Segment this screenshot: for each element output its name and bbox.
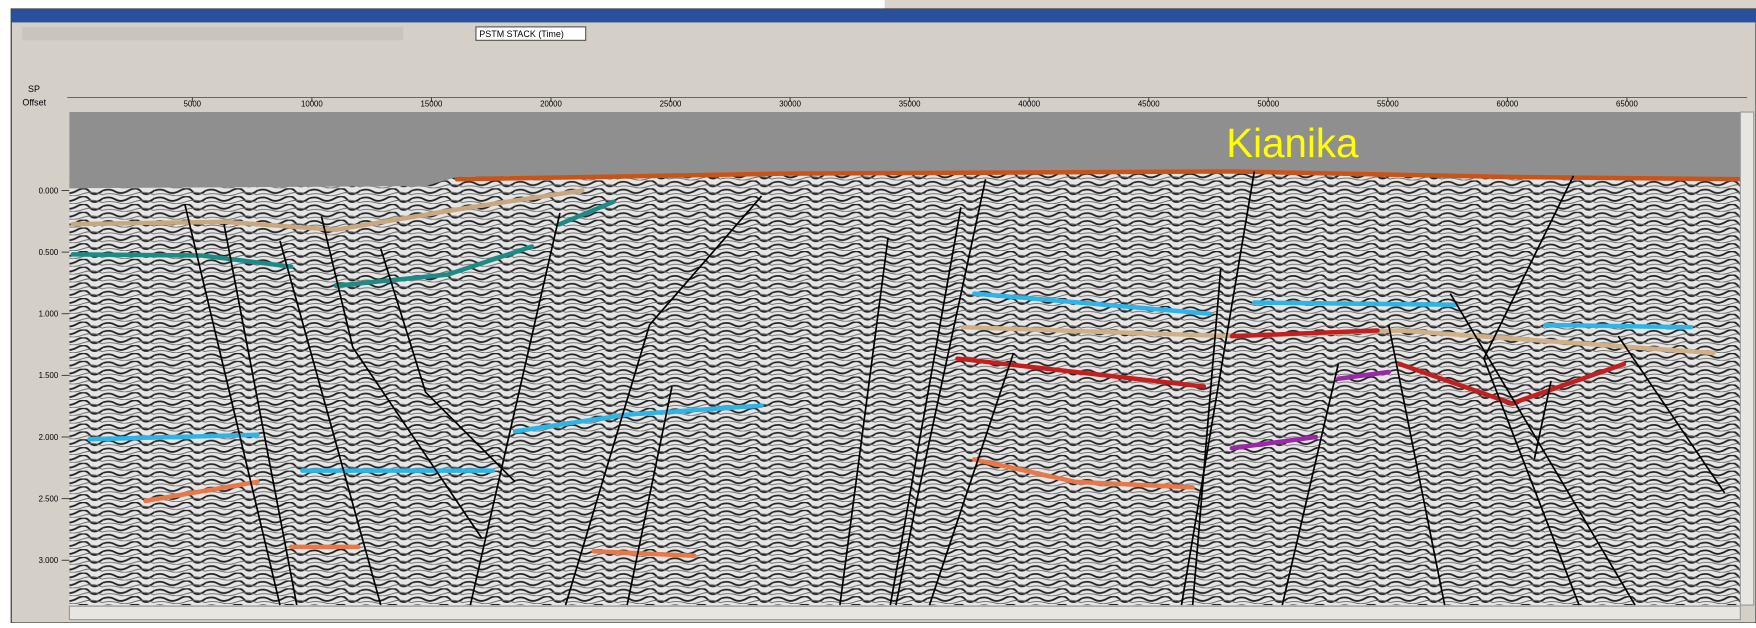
offset-tick-label: 60000 — [1496, 99, 1518, 108]
offset-tick-label: 15000 — [421, 99, 443, 108]
offset-axis: 5000 10000 15000 20000 25000 30000 35000 40000 4… — [184, 97, 1638, 108]
offset-tick-label: 45000 — [1138, 99, 1160, 108]
offset-tick-label: 35000 — [899, 99, 921, 108]
offset-tick-label: 40000 — [1018, 99, 1040, 108]
offset-tick-label: 30000 — [779, 99, 801, 108]
time-tick-label: 1.500 — [39, 371, 59, 380]
dropdown-text: PSTM STACK (Time) — [479, 29, 564, 39]
title-bar — [11, 8, 1756, 23]
offset-tick-label: 55000 — [1377, 99, 1399, 108]
offset-tick-label: 65000 — [1616, 99, 1638, 108]
sp-label: SP — [28, 84, 40, 94]
dropdown[interactable] — [475, 26, 587, 41]
offset-tick-label: 25000 — [660, 99, 682, 108]
time-tick-label: 1.000 — [39, 310, 59, 319]
water-column — [69, 112, 1741, 189]
offset-tick-label: 50000 — [1257, 99, 1279, 108]
time-tick-label: 2.000 — [39, 433, 59, 442]
annotation-label: Kianika — [1226, 120, 1359, 166]
offset-tick-label: 5000 — [184, 99, 202, 108]
time-axis: 0.000 0.500 1.000 1.500 2.000 2.500 3.000 — [39, 186, 70, 565]
time-tick-label: 2.500 — [39, 494, 59, 503]
offset-tick-label: 20000 — [540, 99, 562, 108]
time-tick-label: 0.000 — [39, 186, 59, 195]
toolbar-icons[interactable] — [22, 26, 404, 41]
vertical-scrollbar[interactable] — [1739, 111, 1755, 606]
time-tick-label: 3.000 — [39, 556, 59, 565]
faults — [183, 171, 1726, 606]
horizontal-scrollbar[interactable] — [68, 605, 1741, 621]
toolbar: PSTM STACK (Time) — [22, 26, 587, 41]
offset-tick-label: 10000 — [301, 99, 323, 108]
offset-label: Offset — [22, 97, 46, 107]
time-tick-label: 0.500 — [39, 248, 59, 257]
horizons — [70, 169, 1744, 559]
